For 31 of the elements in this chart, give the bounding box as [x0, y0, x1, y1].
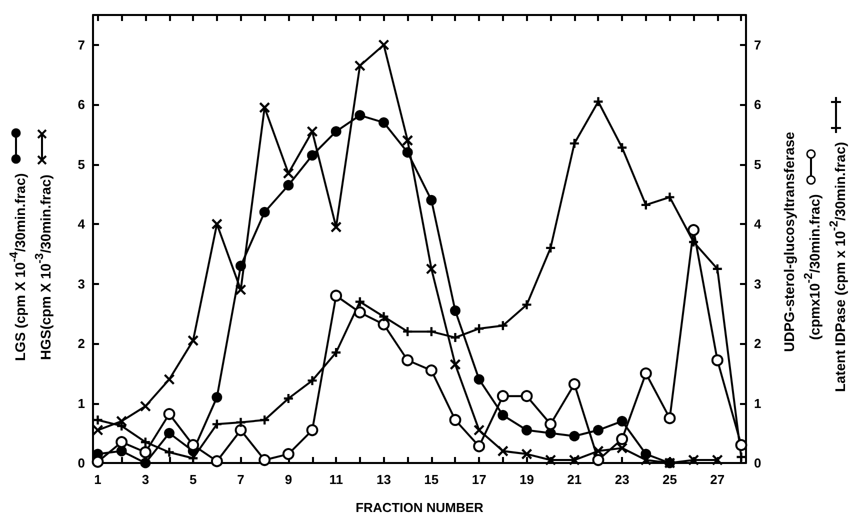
- y-tick-label: 2: [78, 336, 85, 352]
- x-tick-label: 11: [329, 472, 343, 487]
- x-tick-label: 17: [472, 472, 486, 487]
- x-tick-label: 5: [189, 472, 197, 487]
- y-tick-label: 0: [78, 456, 85, 470]
- x-tick-label: 1: [94, 472, 102, 487]
- y-tick-label: 7: [78, 37, 85, 52]
- y2-tick-label: 6: [754, 97, 762, 112]
- y2-tick-label: 7: [754, 37, 762, 52]
- x-tick-label: 9: [284, 472, 292, 487]
- x-tick-label: 23: [614, 472, 630, 487]
- x-tick-label: 15: [424, 472, 439, 487]
- y2-tick-label: 3: [754, 276, 762, 292]
- y2-tick-label: 2: [754, 336, 762, 352]
- y-tick-label: 3: [78, 276, 85, 292]
- y-tick-label: 4: [78, 216, 86, 232]
- x-tick-label: 7: [237, 472, 244, 487]
- y2-tick-label: 5: [754, 156, 762, 172]
- y2-tick-label: 1: [754, 396, 762, 411]
- x-tick-label: 21: [567, 472, 582, 487]
- x-tick-label: 3: [142, 472, 150, 487]
- y-tick-label: 1: [78, 396, 85, 411]
- x-tick-label: 13: [376, 472, 391, 487]
- y-tick-label: 5: [78, 156, 85, 172]
- x-tick-label: 27: [710, 472, 725, 487]
- x-axis-title: FRACTION NUMBER: [356, 500, 484, 515]
- y2-tick-label: 0: [754, 456, 762, 470]
- x-tick-label: 19: [520, 472, 534, 487]
- y-tick-label: 6: [78, 97, 85, 112]
- y2-tick-label: 4: [754, 216, 762, 232]
- x-tick-label: 25: [662, 472, 677, 487]
